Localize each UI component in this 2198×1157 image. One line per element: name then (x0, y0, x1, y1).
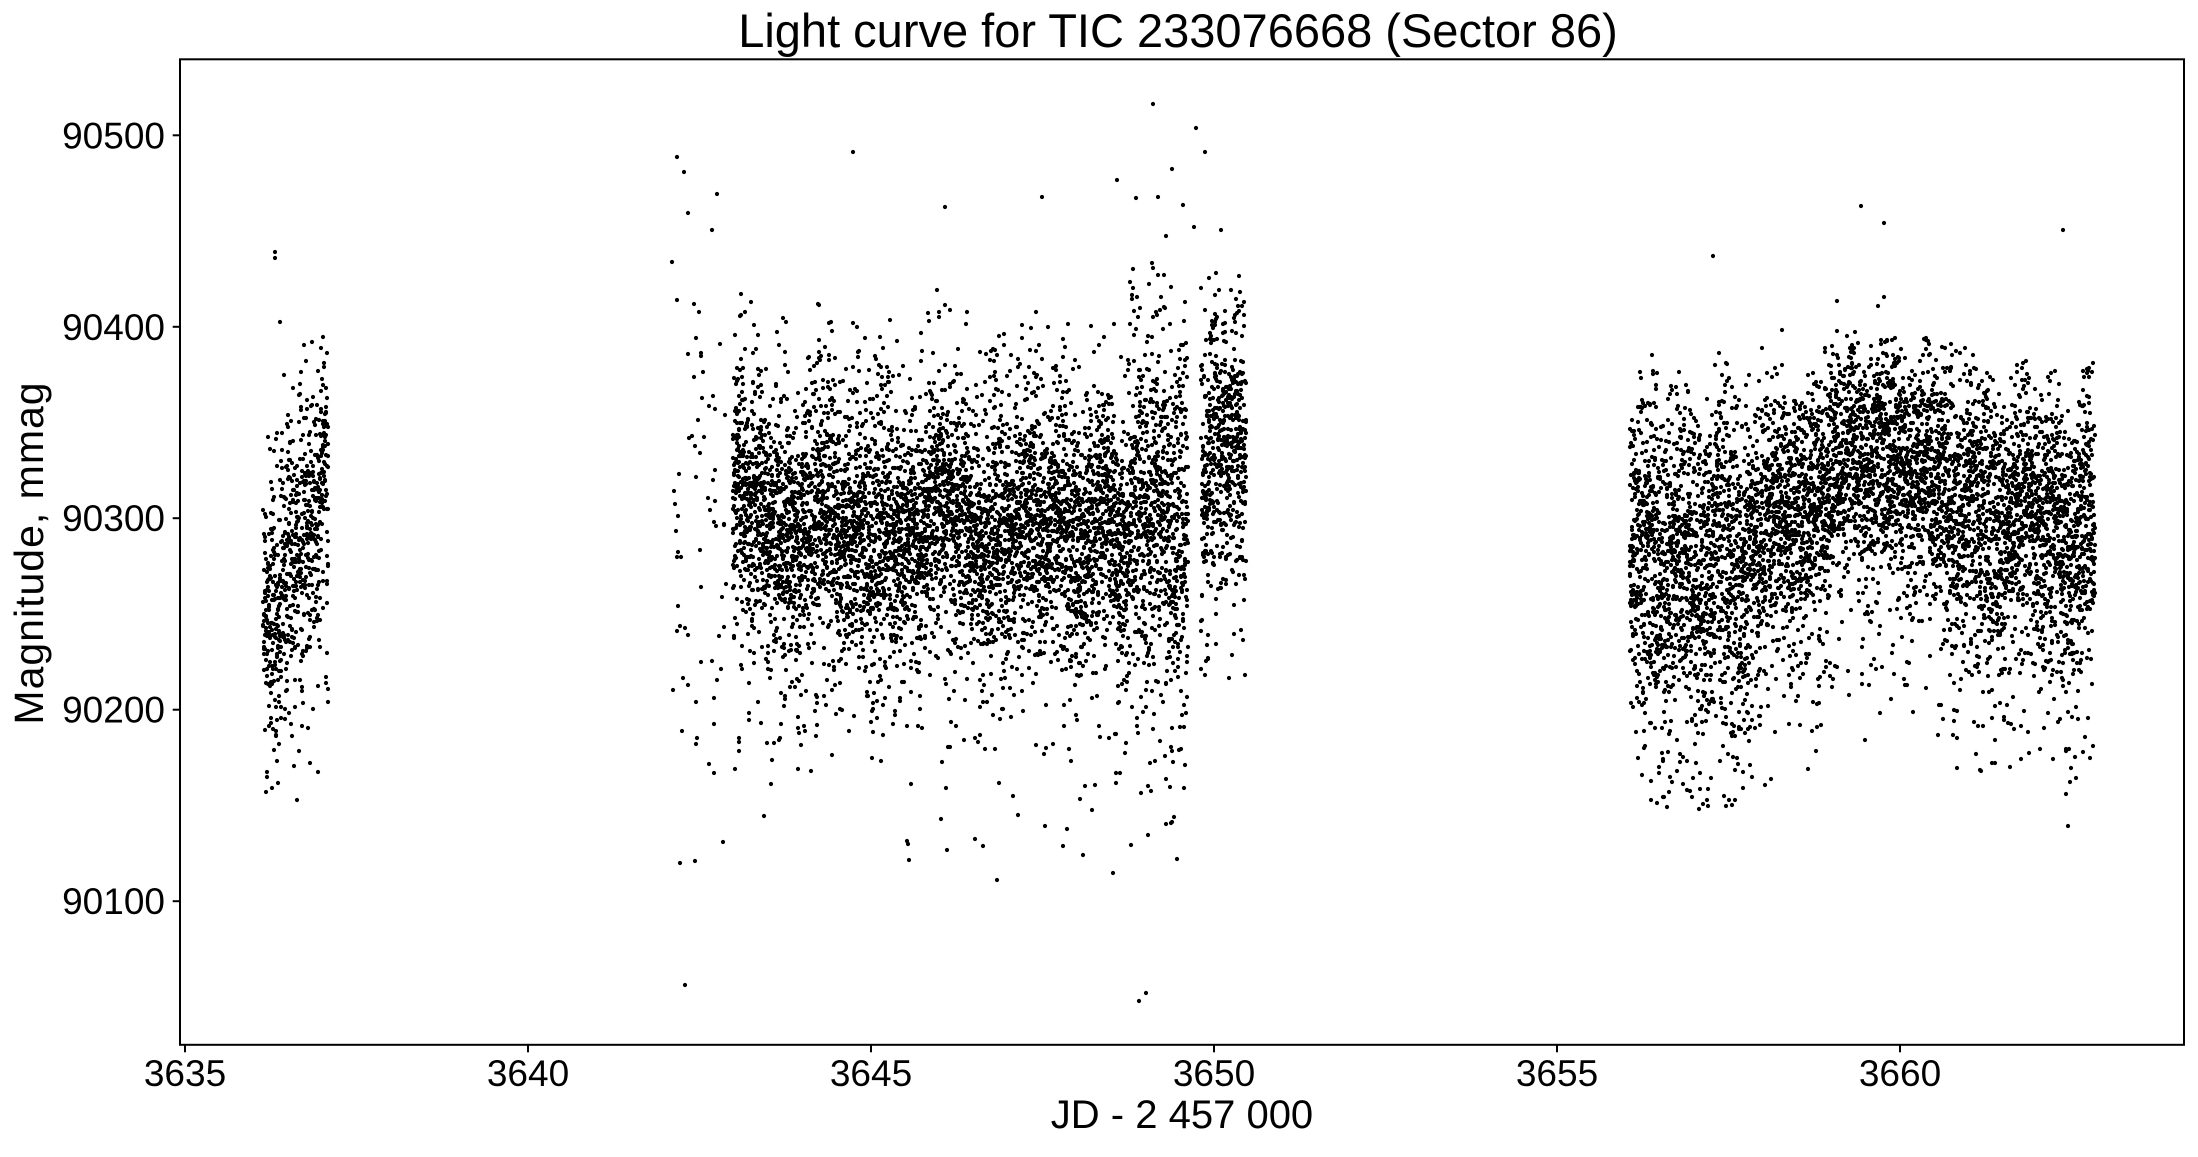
svg-text:90100: 90100 (62, 881, 165, 922)
svg-text:90200: 90200 (62, 690, 165, 731)
svg-text:JD - 2 457 000: JD - 2 457 000 (1051, 1093, 1313, 1137)
svg-text:3655: 3655 (1516, 1053, 1598, 1094)
svg-text:3645: 3645 (830, 1053, 912, 1094)
svg-text:3640: 3640 (487, 1053, 569, 1094)
svg-text:Light curve for TIC 233076668: Light curve for TIC 233076668 (Sector 86… (738, 4, 1618, 57)
svg-text:3660: 3660 (1859, 1053, 1941, 1094)
svg-text:90500: 90500 (62, 115, 165, 156)
svg-text:3650: 3650 (1173, 1053, 1255, 1094)
svg-text:90400: 90400 (62, 307, 165, 348)
svg-text:90300: 90300 (62, 498, 165, 539)
svg-text:3635: 3635 (144, 1053, 226, 1094)
svg-text:Magnitude, mmag: Magnitude, mmag (6, 381, 52, 724)
